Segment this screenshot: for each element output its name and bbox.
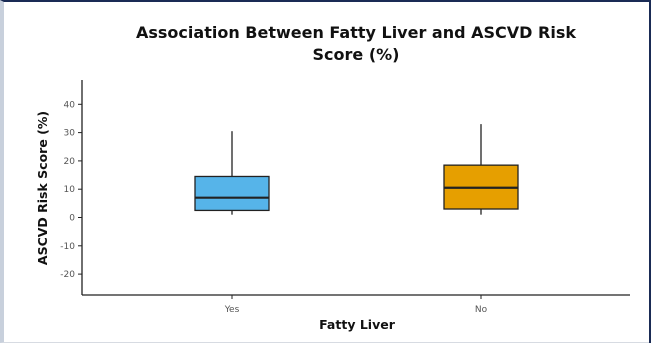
y-tick-label: 10	[64, 185, 76, 195]
box-iqr	[194, 175, 270, 212]
chart-title-line-2: Score (%)	[313, 45, 400, 64]
x-tick-label: No	[475, 305, 488, 315]
box-series	[194, 124, 519, 215]
y-tick-label: 0	[69, 214, 75, 224]
y-axis: 40 30 20 10 0 -10 -20	[60, 80, 83, 295]
y-tick-label: 30	[64, 129, 76, 139]
chart-title-line-1: Association Between Fatty Liver and ASCV…	[136, 23, 576, 42]
x-axis-title: Fatty Liver	[319, 317, 396, 332]
y-tick-label: 20	[64, 157, 76, 167]
box-yes	[194, 131, 270, 215]
x-axis: Yes No	[82, 294, 630, 315]
x-tick-label: Yes	[224, 305, 240, 315]
y-axis-title: ASCVD Risk Score (%)	[35, 111, 50, 265]
y-tick-label: 40	[64, 100, 76, 110]
y-tick-label: -10	[60, 242, 75, 252]
box-no	[443, 124, 519, 215]
y-tick-label: -20	[60, 270, 75, 280]
frame-right-rule	[649, 0, 651, 343]
